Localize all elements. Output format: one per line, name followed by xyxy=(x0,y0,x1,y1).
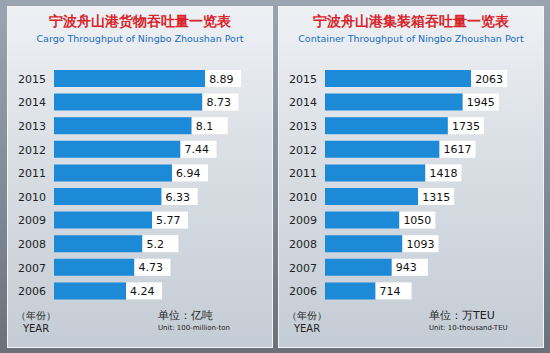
html-text:宁波舟山港货物吞吐量一览表: 宁波舟山港货物吞吐量一览表 xyxy=(49,13,231,29)
svg-text:2012: 2012 xyxy=(289,144,317,157)
html-text:（年份）: （年份） xyxy=(16,310,56,321)
svg-text:2006: 2006 xyxy=(289,285,317,298)
html-text:YEAR: YEAR xyxy=(293,323,321,334)
svg-text:6.33: 6.33 xyxy=(166,191,191,204)
html-text:单位：万TEU: 单位：万TEU xyxy=(429,309,495,322)
html-text:Unit: 100-million-ton: Unit: 100-million-ton xyxy=(158,324,230,332)
html-text:YEAR: YEAR xyxy=(22,323,50,334)
html-text:单位：亿吨: 单位：亿吨 xyxy=(158,309,213,322)
svg-text:1050: 1050 xyxy=(403,214,431,227)
svg-text:8.1: 8.1 xyxy=(196,120,214,133)
html-text:（年份）: （年份） xyxy=(287,310,327,321)
svg-text:2012: 2012 xyxy=(18,144,46,157)
svg-text:1617: 1617 xyxy=(444,143,472,156)
svg-text:5.2: 5.2 xyxy=(146,238,164,251)
svg-text:2015: 2015 xyxy=(18,73,46,86)
svg-text:4.73: 4.73 xyxy=(138,261,163,274)
html-text:Unit: 10-thousand-TEU: Unit: 10-thousand-TEU xyxy=(429,324,508,332)
svg-text:2009: 2009 xyxy=(289,214,317,227)
svg-text:5.77: 5.77 xyxy=(156,214,181,227)
html-text:Cargo Throughput of Ningbo Zho: Cargo Throughput of Ningbo Zhoushan Port xyxy=(36,33,244,44)
svg-text:8.89: 8.89 xyxy=(209,73,234,86)
svg-text:2014: 2014 xyxy=(289,96,317,109)
svg-text:8.73: 8.73 xyxy=(206,96,231,109)
svg-text:2010: 2010 xyxy=(289,191,317,204)
svg-text:2010: 2010 xyxy=(18,191,46,204)
svg-text:2063: 2063 xyxy=(475,73,503,86)
svg-text:1315: 1315 xyxy=(422,191,450,204)
svg-text:2015: 2015 xyxy=(289,73,317,86)
svg-text:2007: 2007 xyxy=(289,262,317,275)
svg-text:714: 714 xyxy=(380,285,401,298)
svg-text:2009: 2009 xyxy=(18,214,46,227)
svg-text:2011: 2011 xyxy=(289,167,317,180)
svg-text:2006: 2006 xyxy=(18,285,46,298)
svg-text:943: 943 xyxy=(396,261,417,274)
svg-text:7.44: 7.44 xyxy=(184,143,209,156)
svg-text:6.94: 6.94 xyxy=(176,167,201,180)
svg-text:1418: 1418 xyxy=(429,167,457,180)
svg-text:2013: 2013 xyxy=(18,120,46,133)
svg-text:2011: 2011 xyxy=(18,167,46,180)
svg-text:2014: 2014 xyxy=(18,96,46,109)
html-text:宁波舟山港集装箱吞吐量一览表: 宁波舟山港集装箱吞吐量一览表 xyxy=(313,13,509,29)
svg-text:2007: 2007 xyxy=(18,262,46,275)
svg-text:2008: 2008 xyxy=(289,238,317,251)
svg-text:2008: 2008 xyxy=(18,238,46,251)
svg-text:1735: 1735 xyxy=(452,120,480,133)
svg-text:1945: 1945 xyxy=(467,96,495,109)
html-text:Container Throughput of Ningbo: Container Throughput of Ningbo Zhoushan … xyxy=(298,33,524,44)
svg-text:4.24: 4.24 xyxy=(130,285,155,298)
svg-text:2013: 2013 xyxy=(289,120,317,133)
svg-text:1093: 1093 xyxy=(406,238,434,251)
